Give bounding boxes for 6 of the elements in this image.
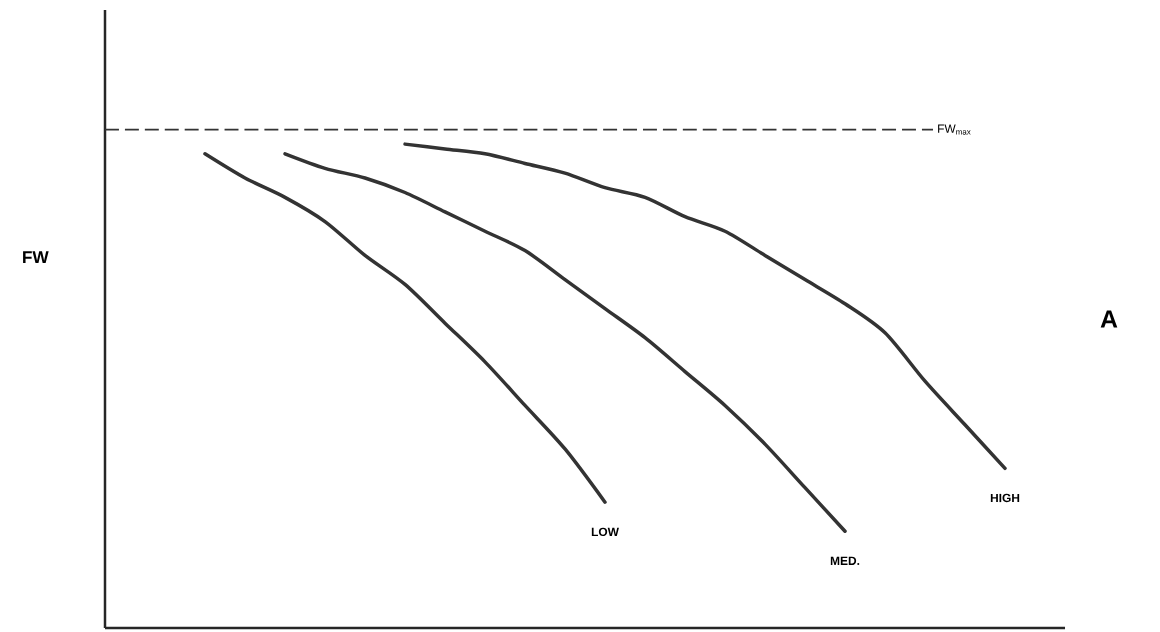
text: HIGH xyxy=(990,493,1020,503)
text: MED. xyxy=(830,556,860,565)
y-axis-title: FW xyxy=(23,251,49,264)
text: LOW xyxy=(591,527,619,537)
ref-line-label: FW$_{max}$ xyxy=(938,124,971,135)
text: A xyxy=(1100,310,1118,328)
